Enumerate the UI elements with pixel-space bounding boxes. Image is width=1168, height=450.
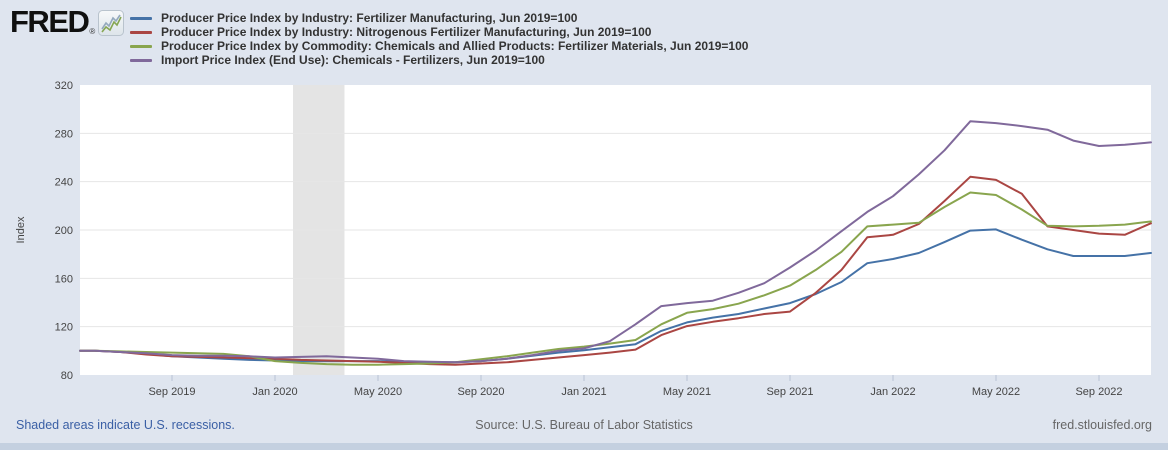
legend-line-swatch xyxy=(130,30,152,34)
legend-item-2: Producer Price Index by Industry: Nitrog… xyxy=(130,25,748,39)
source-text: Source: U.S. Bureau of Labor Statistics xyxy=(475,418,693,432)
y-tick-label: 160 xyxy=(55,273,73,285)
legend-item-3: Producer Price Index by Commodity: Chemi… xyxy=(130,39,748,53)
legend-line-swatch xyxy=(130,16,152,20)
legend-label: Producer Price Index by Industry: Fertil… xyxy=(161,11,578,25)
y-tick-label: 80 xyxy=(61,370,73,382)
series-line-4 xyxy=(79,120,1152,364)
x-tick-label: Jan 2021 xyxy=(561,386,606,398)
bottom-bar xyxy=(0,443,1168,450)
series-line-2 xyxy=(79,175,1152,366)
y-tick-label: 240 xyxy=(55,177,73,189)
x-tick-label: Sep 2022 xyxy=(1075,386,1122,398)
fred-site-link[interactable]: fred.stlouisfed.org xyxy=(1052,418,1152,432)
x-tick-label: May 2021 xyxy=(663,386,711,398)
fred-logo[interactable]: FRED ® xyxy=(10,4,125,39)
legend-line-swatch xyxy=(130,58,152,62)
registered-trademark-mark: ® xyxy=(89,27,96,36)
chart-legend: Producer Price Index by Industry: Fertil… xyxy=(130,11,748,67)
x-tick-label: Jan 2020 xyxy=(252,386,297,398)
legend-item-1: Producer Price Index by Industry: Fertil… xyxy=(130,11,748,25)
fred-logo-text: FRED xyxy=(10,4,90,39)
x-tick-label: Jan 2022 xyxy=(870,386,915,398)
chart-canvas[interactable]: 80 120 160 200 240 280 320 Sep 2019 Jan 2020 May … xyxy=(0,0,1168,408)
legend-line-swatch xyxy=(130,44,152,48)
y-tick-label: 120 xyxy=(55,322,73,334)
y-axis-title: Index xyxy=(15,216,27,243)
legend-label: Producer Price Index by Industry: Nitrog… xyxy=(161,25,652,39)
x-tick-label: Sep 2019 xyxy=(148,386,195,398)
y-tick-label: 320 xyxy=(55,80,73,92)
y-tick-label: 280 xyxy=(55,128,73,140)
x-tick-label: May 2022 xyxy=(972,386,1020,398)
fred-logo-chart-icon xyxy=(98,10,125,36)
chart-footer: Shaded areas indicate U.S. recessions. S… xyxy=(16,418,1152,434)
legend-item-4: Import Price Index (End Use): Chemicals … xyxy=(130,53,748,67)
legend-label: Import Price Index (End Use): Chemicals … xyxy=(161,53,545,67)
legend-label: Producer Price Index by Commodity: Chemi… xyxy=(161,39,749,53)
recessions-note-link[interactable]: Shaded areas indicate U.S. recessions. xyxy=(16,418,235,432)
x-tick-label: Sep 2020 xyxy=(457,386,504,398)
series-line-1 xyxy=(79,228,1152,364)
x-tick-label: May 2020 xyxy=(354,386,402,398)
x-tick-label: Sep 2021 xyxy=(766,386,813,398)
y-tick-label: 200 xyxy=(55,225,73,237)
